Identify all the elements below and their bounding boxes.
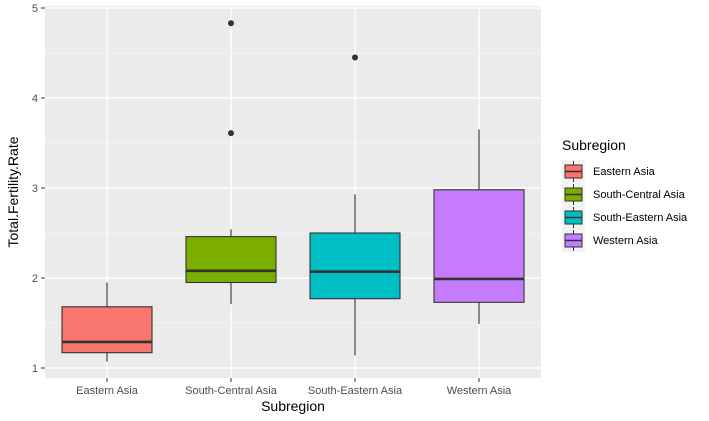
legend-item-3: South-Eastern Asia <box>562 206 688 229</box>
legend-item-2: South-Central Asia <box>562 183 686 206</box>
legend-item-1: Eastern Asia <box>562 160 656 183</box>
legend-label: South-Eastern Asia <box>593 212 688 224</box>
legend-label: Eastern Asia <box>593 166 656 178</box>
y-tick-label: 3 <box>32 183 38 195</box>
legend-label: South-Central Asia <box>593 189 686 201</box>
x-axis-title: Subregion <box>261 398 325 414</box>
y-axis-title: Total.Fertility.Rate <box>5 136 21 247</box>
box-group-2 <box>185 20 277 305</box>
boxes <box>61 20 525 362</box>
y-tick-label: 4 <box>32 93 38 105</box>
x-axis-ticks: Eastern Asia South-Central Asia South-East… <box>76 378 512 397</box>
box-iqr <box>61 306 153 354</box>
legend: Subregion Eastern Asia South-Central Asia… <box>562 137 688 252</box>
y-axis-ticks: 1 2 3 4 5 <box>32 3 45 375</box>
x-tick-label: Eastern Asia <box>76 385 139 397</box>
legend-title: Subregion <box>562 137 626 153</box>
box-iqr <box>309 232 401 300</box>
legend-item-4: Western Asia <box>562 229 658 252</box>
box-group-4 <box>433 129 525 324</box>
y-tick-label: 5 <box>32 3 38 15</box>
outlier-point <box>228 20 234 27</box>
y-tick-label: 2 <box>32 273 38 285</box>
box-iqr <box>433 189 525 303</box>
box-iqr <box>185 236 277 284</box>
x-tick-label: South-Eastern Asia <box>308 385 403 397</box>
box-group-1 <box>61 282 153 362</box>
x-tick-label: Western Asia <box>447 385 512 397</box>
legend-label: Western Asia <box>593 235 658 247</box>
outlier-point <box>228 130 234 137</box>
box-group-3 <box>309 54 401 356</box>
x-tick-label: South-Central Asia <box>185 385 278 397</box>
y-tick-label: 1 <box>32 363 38 375</box>
outlier-point <box>352 54 358 61</box>
